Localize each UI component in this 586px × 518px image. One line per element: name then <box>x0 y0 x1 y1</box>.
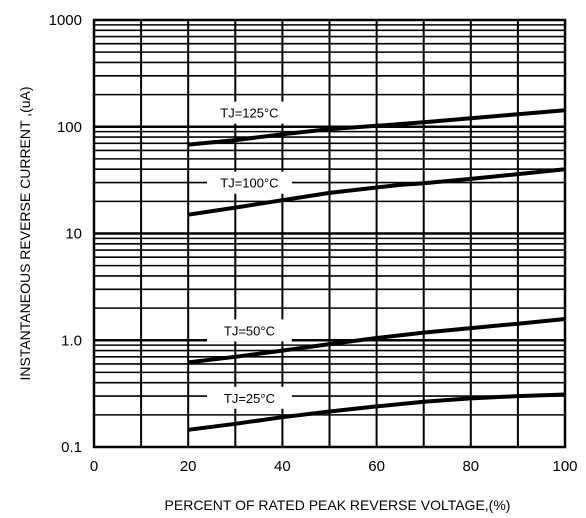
curve-label: TJ=25°C <box>224 391 275 406</box>
y-tick-label: 1000 <box>49 12 82 29</box>
series-line <box>188 108 566 147</box>
x-tick-label: 0 <box>90 458 98 475</box>
y-tick-label: 0.1 <box>61 439 82 456</box>
curve-label-background <box>207 171 292 194</box>
y-tick-label: 100 <box>57 119 82 136</box>
curve-label-background <box>207 319 292 342</box>
x-tick-label: 40 <box>274 458 291 475</box>
series-line <box>187 317 566 365</box>
y-tick-label: 10 <box>65 226 82 243</box>
x-tick-labels: 0 20 40 60 80 100 <box>90 458 578 475</box>
y-axis-label: INSTANTANEOUS REVERSE CURRENT ,(uA) <box>17 86 33 380</box>
curve-label: TJ=50°C <box>224 323 275 338</box>
x-tick-label: 20 <box>180 458 197 475</box>
curves: TJ=125°C TJ=100°C TJ=50°C TJ=25°C <box>187 101 566 432</box>
x-tick-label: 60 <box>368 458 385 475</box>
series-line <box>187 167 566 217</box>
series-line <box>187 392 566 432</box>
curve-label: TJ=100°C <box>220 176 278 191</box>
curve-label-background <box>207 386 292 409</box>
y-tick-label: 1.0 <box>61 332 82 349</box>
x-tick-label: 100 <box>552 458 577 475</box>
curve-label-background <box>207 101 292 124</box>
grid <box>94 20 565 447</box>
x-tick-label: 80 <box>462 458 479 475</box>
curve-label: TJ=125°C <box>220 106 278 121</box>
x-axis-label: PERCENT OF RATED PEAK REVERSE VOLTAGE,(%… <box>165 497 511 513</box>
plot-frame <box>92 18 567 449</box>
y-tick-labels: 0.1 1.0 10 100 1000 <box>49 12 82 456</box>
